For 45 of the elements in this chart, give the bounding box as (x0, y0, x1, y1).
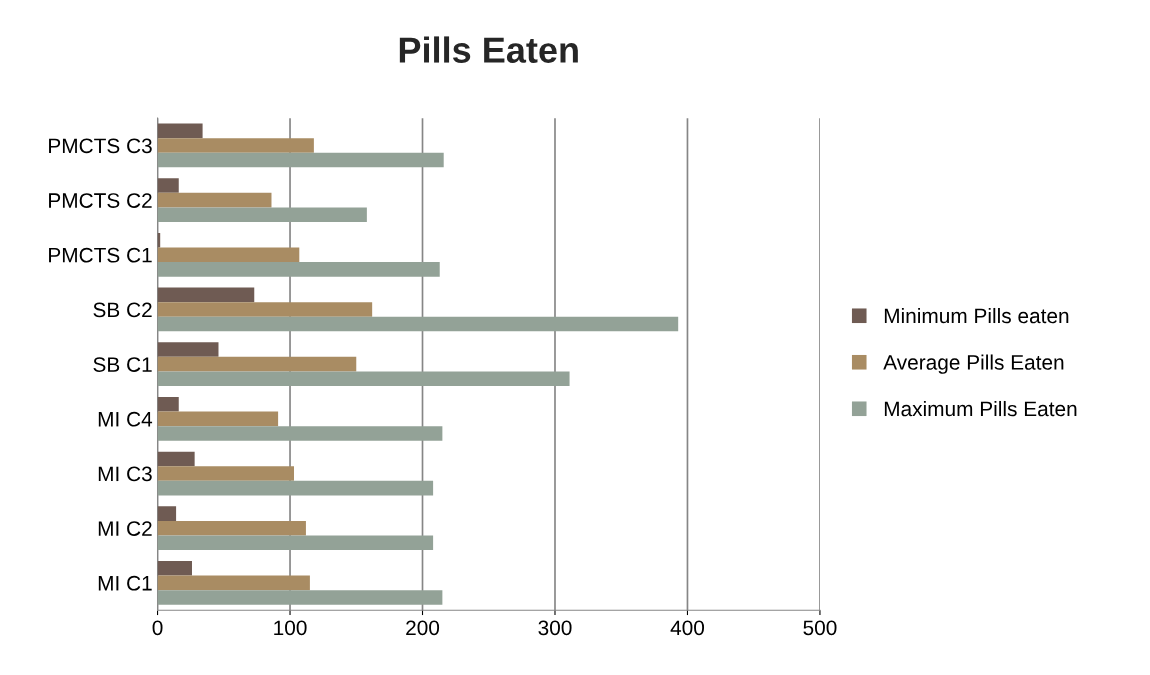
y-tick-label: MI C2 (98, 521, 152, 536)
bar (157, 535, 434, 551)
chart-title: Pills Eaten (399, 36, 578, 63)
bar (157, 123, 203, 139)
y-tick-label: MI C1 (98, 575, 152, 591)
y-tick-label: MI C4 (98, 411, 153, 427)
bar (157, 426, 443, 441)
bar (157, 207, 367, 223)
bar (157, 466, 294, 481)
bar (157, 302, 373, 317)
bar (157, 590, 443, 605)
bar (157, 342, 219, 357)
legend-label: Average Pills Eaten (883, 354, 1064, 374)
x-tick-label: 200 (406, 620, 440, 636)
bar (157, 371, 570, 387)
bar (157, 520, 306, 536)
y-tick-label: SB C1 (93, 357, 152, 372)
bar (157, 396, 179, 412)
y-tick-label: SB C2 (93, 302, 152, 318)
bar (157, 316, 679, 332)
bar (157, 411, 279, 427)
y-tick-label: PMCTS C3 (49, 138, 152, 154)
bar (157, 247, 300, 263)
bar (157, 575, 310, 591)
bar (157, 451, 195, 467)
x-tick-label: 500 (803, 620, 837, 636)
legend-label: Maximum Pills Eaten (884, 400, 1077, 417)
bar (157, 560, 192, 576)
bar (157, 262, 440, 277)
bar (157, 152, 444, 168)
bar (157, 480, 434, 496)
bar (157, 287, 255, 303)
bar (157, 138, 314, 153)
y-tick-label: PMCTS C1 (49, 247, 152, 263)
bar (157, 178, 179, 193)
legend-label: Minimum Pills eaten (884, 307, 1069, 324)
x-tick-label: 0 (152, 620, 163, 636)
x-tick-label: 300 (538, 620, 572, 636)
x-tick-label: 400 (670, 620, 705, 636)
bar (157, 506, 177, 521)
bar (157, 356, 357, 372)
bar (157, 192, 272, 208)
y-tick-label: PMCTS C2 (49, 193, 152, 208)
y-tick-label: MI C3 (98, 466, 152, 482)
x-tick-label: 100 (274, 620, 307, 636)
